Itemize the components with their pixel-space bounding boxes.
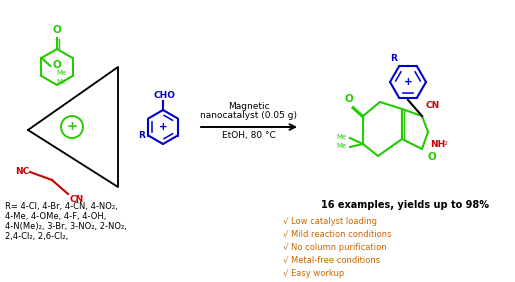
Text: +: + — [66, 120, 77, 133]
Text: Magnetic: Magnetic — [228, 102, 270, 111]
Text: O: O — [345, 94, 353, 104]
Text: NC: NC — [15, 168, 29, 177]
Text: nanocatalyst (0.05 g): nanocatalyst (0.05 g) — [200, 111, 298, 120]
Text: +: + — [404, 77, 413, 87]
Text: CHO: CHO — [153, 91, 175, 100]
Text: 2,4-Cl₂, 2,6-Cl₂,: 2,4-Cl₂, 2,6-Cl₂, — [5, 232, 68, 241]
Text: √ No column purification: √ No column purification — [283, 243, 387, 252]
Text: √ Metal-free conditions: √ Metal-free conditions — [283, 256, 380, 265]
Text: Me: Me — [337, 134, 347, 140]
Text: O: O — [53, 25, 61, 35]
Text: R: R — [139, 131, 145, 140]
Text: 16 examples, yields up to 98%: 16 examples, yields up to 98% — [321, 200, 489, 210]
Text: √ Low catalyst loading: √ Low catalyst loading — [283, 217, 377, 226]
Text: Me: Me — [56, 79, 66, 85]
Text: R: R — [390, 54, 397, 63]
Text: O: O — [53, 60, 61, 70]
Text: CN: CN — [426, 101, 440, 110]
Text: R= 4-Cl, 4-Br, 4-CN, 4-NO₂,: R= 4-Cl, 4-Br, 4-CN, 4-NO₂, — [5, 202, 118, 211]
Text: CN: CN — [69, 195, 83, 204]
Text: +: + — [159, 122, 167, 132]
Text: O: O — [427, 152, 436, 162]
Text: √ Easy workup: √ Easy workup — [283, 269, 344, 278]
Text: 4-Me, 4-OMe, 4-F, 4-OH,: 4-Me, 4-OMe, 4-F, 4-OH, — [5, 212, 107, 221]
Text: EtOH, 80 °C: EtOH, 80 °C — [222, 131, 276, 140]
Text: Me: Me — [56, 70, 66, 76]
Text: Me: Me — [337, 143, 347, 149]
Text: √ Mild reaction conditions: √ Mild reaction conditions — [283, 230, 391, 239]
Text: NH: NH — [430, 140, 445, 149]
Text: 2: 2 — [444, 141, 448, 146]
Text: 4-N(Me)₂, 3-Br, 3-NO₂, 2-NO₂,: 4-N(Me)₂, 3-Br, 3-NO₂, 2-NO₂, — [5, 222, 127, 231]
